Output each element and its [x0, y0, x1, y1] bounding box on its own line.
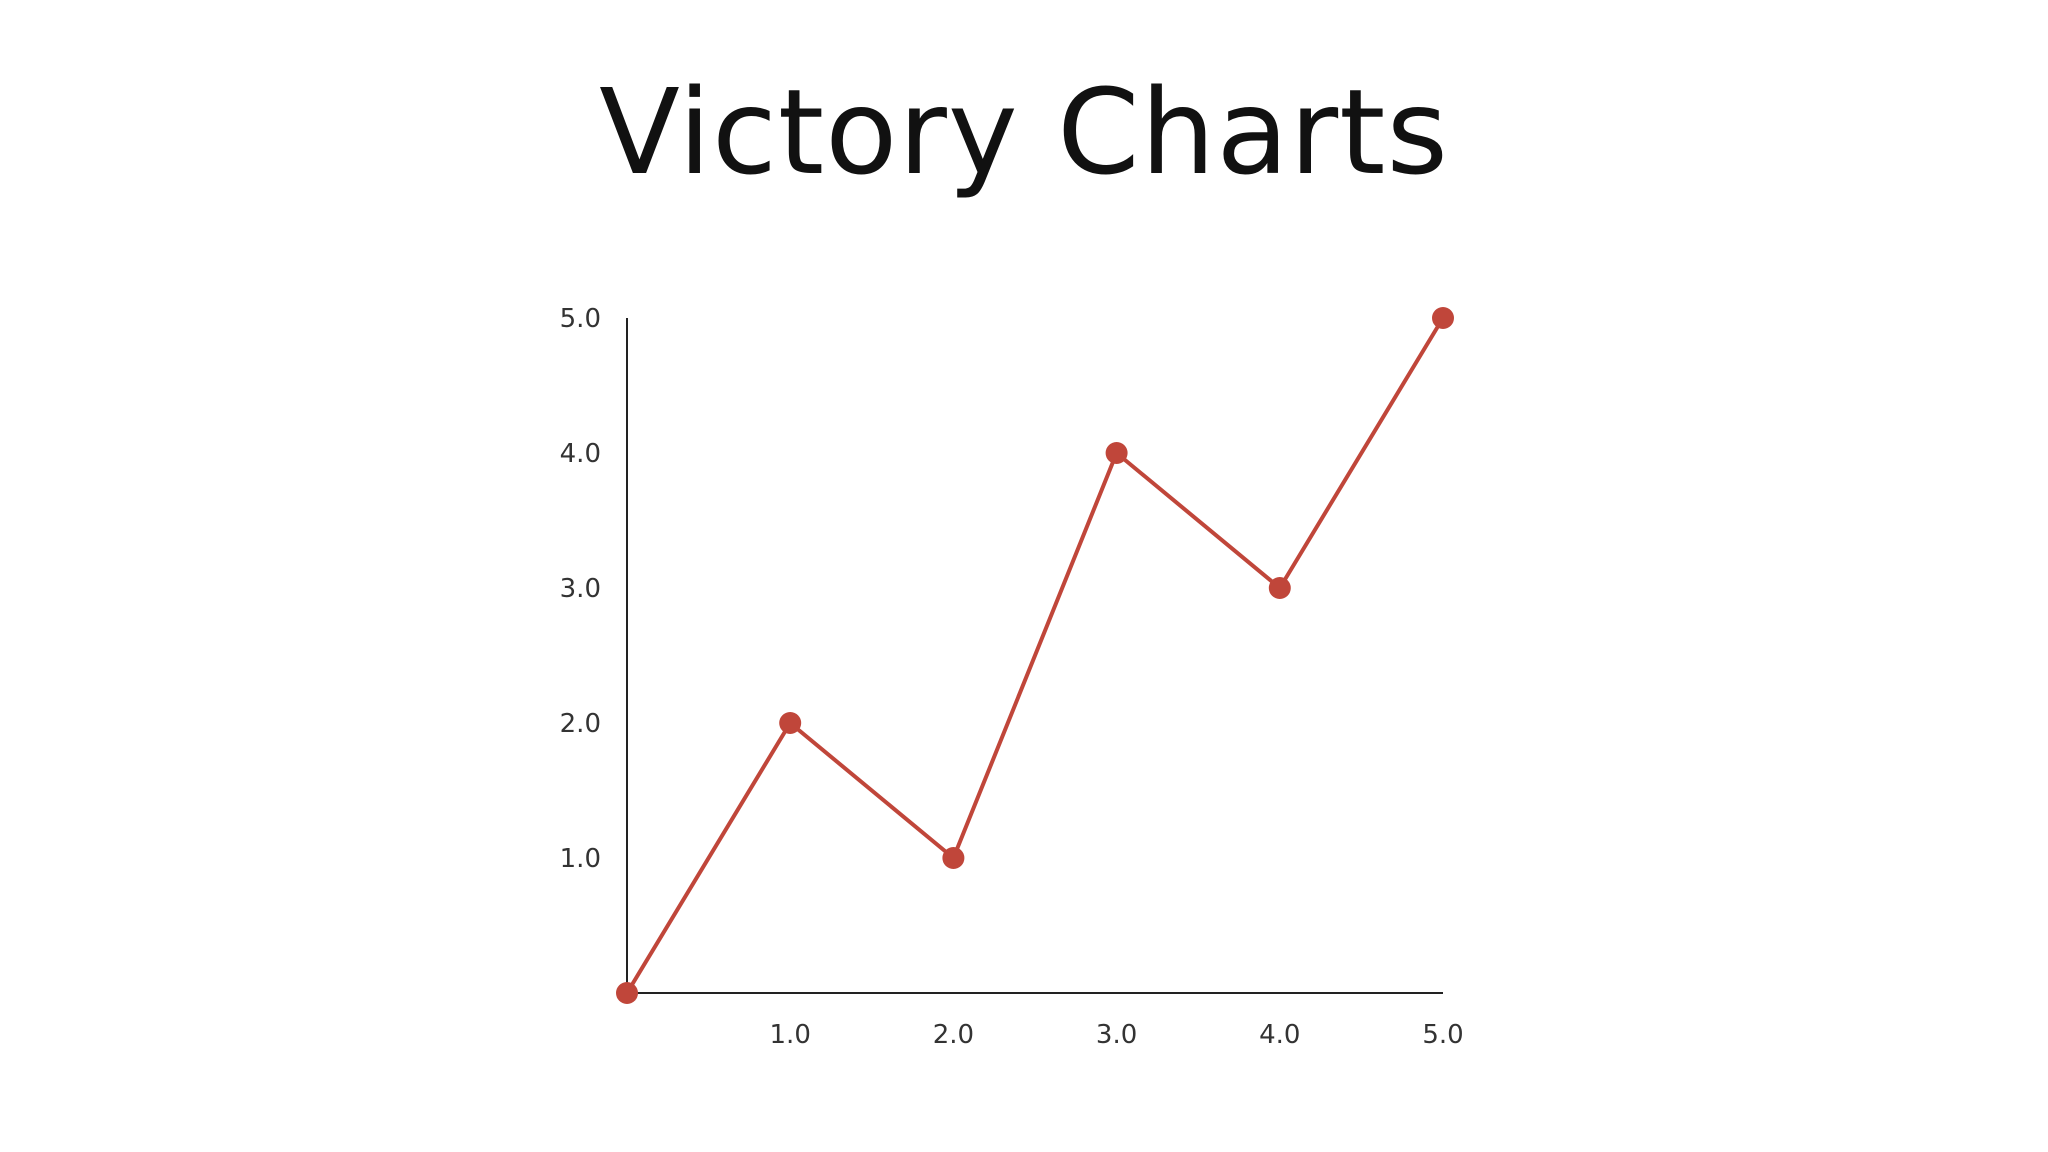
data-point [1432, 307, 1454, 329]
y-tick-label: 3.0 [560, 574, 601, 604]
data-point [1105, 442, 1128, 464]
x-tick-label: 1.0 [770, 1020, 811, 1050]
data-point [616, 982, 638, 1004]
data-series [616, 307, 1454, 1004]
x-tick-label: 4.0 [1259, 1020, 1300, 1050]
x-tick-label: 5.0 [1422, 1020, 1463, 1050]
data-point [779, 712, 802, 734]
y-tick-label: 4.0 [560, 439, 601, 469]
series-line [625, 316, 1445, 995]
y-tick-label: 5.0 [560, 304, 601, 334]
y-tick-label: 1.0 [560, 844, 601, 874]
data-point [1268, 577, 1291, 599]
y-tick-label: 2.0 [560, 709, 601, 739]
chart-title: Victory Charts [599, 63, 1449, 201]
x-tick-label: 2.0 [933, 1020, 974, 1050]
data-point [942, 847, 965, 869]
x-tick-label: 3.0 [1096, 1020, 1137, 1050]
tick-labels: 1.0 2.0 3.0 4.0 5.0 1.0 2.0 3.0 4.0 5.0 [560, 304, 1464, 1050]
chart-axes [626, 318, 1443, 994]
